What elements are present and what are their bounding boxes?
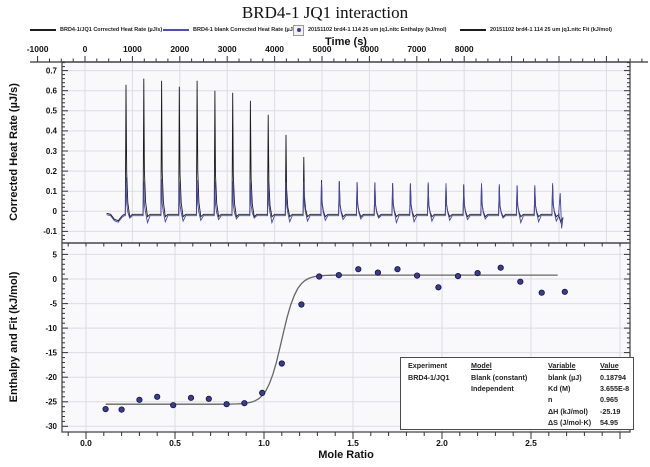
svg-text:5: 5	[53, 250, 58, 259]
black-line-swatch-icon	[460, 29, 486, 31]
svg-text:0.3: 0.3	[46, 147, 58, 156]
svg-text:2.5: 2.5	[525, 438, 537, 448]
chart-title: BRD4-1 JQ1 interaction	[241, 3, 409, 22]
svg-text:-5: -5	[50, 299, 58, 308]
svg-text:0.0: 0.0	[80, 438, 92, 448]
svg-text:0.4: 0.4	[46, 127, 58, 136]
table-cell: n	[548, 395, 553, 405]
dot-marker-swatch-icon	[293, 24, 304, 36]
svg-text:1000: 1000	[123, 44, 142, 54]
svg-text:-20: -20	[45, 373, 57, 382]
table-cell: ΔH (kJ/mol)	[548, 406, 588, 416]
blue-line-swatch-icon	[163, 29, 189, 31]
svg-text:0.6: 0.6	[46, 87, 58, 96]
legend-item-fit[interactable]: 20151102 brd4-1 114 25 um jq1.nitc Fit (…	[460, 25, 612, 35]
svg-text:0.5: 0.5	[169, 438, 181, 448]
svg-text:-1000: -1000	[27, 44, 49, 54]
svg-text:0.5: 0.5	[46, 107, 58, 116]
svg-text:0.7: 0.7	[46, 66, 58, 75]
table-header-experiment: Experiment	[408, 361, 448, 371]
legend-label: 20151102 brd4-1 114 25 um jq1.nitc Entha…	[308, 27, 447, 33]
svg-text:2.0: 2.0	[436, 438, 448, 448]
legend-item-sample-heat-rate[interactable]: BRD4-1/JQ1 Corrected Heat Rate (µJ/s)	[30, 25, 162, 35]
svg-text:7000: 7000	[407, 44, 426, 54]
svg-text:8000: 8000	[455, 44, 474, 54]
table-cell: blank (µJ)	[548, 372, 582, 382]
svg-text:-15: -15	[45, 348, 57, 357]
table-cell: 3.655E-8	[600, 383, 630, 393]
table-header-variable: Variable	[548, 361, 576, 371]
svg-text:5000: 5000	[313, 44, 332, 54]
table-cell: -25.19	[600, 406, 621, 416]
svg-text:3000: 3000	[218, 44, 237, 54]
legend-item-blank-heat-rate[interactable]: BRD4-1 blank Corrected Heat Rate (µJ/s)	[163, 25, 299, 35]
table-cell: 54.95	[600, 418, 618, 428]
legend-item-enthalpy[interactable]: 20151102 brd4-1 114 25 um jq1.nitc Entha…	[293, 24, 447, 36]
table-cell: 0.18794	[600, 372, 626, 382]
table-header-value: Value	[600, 361, 619, 371]
table-cell: BRD4-1/JQ1	[408, 372, 450, 382]
svg-text:1.0: 1.0	[258, 438, 270, 448]
mole-ratio-axis-title: Mole Ratio	[318, 449, 374, 461]
table-header-model: Model	[471, 361, 492, 371]
legend-label: BRD4-1/JQ1 Corrected Heat Rate (µJ/s)	[60, 27, 163, 33]
svg-text:0: 0	[53, 275, 58, 284]
svg-text:-30: -30	[45, 422, 57, 431]
svg-text:0.2: 0.2	[46, 167, 58, 176]
svg-text:-10: -10	[45, 324, 57, 333]
table-cell: Blank (constant)	[471, 372, 528, 382]
table-cell: 0.965	[600, 395, 618, 405]
svg-text:0: 0	[53, 207, 58, 216]
svg-text:2000: 2000	[170, 44, 189, 54]
svg-text:-25: -25	[45, 398, 57, 407]
svg-text:4000: 4000	[265, 44, 284, 54]
svg-text:6000: 6000	[360, 44, 379, 54]
svg-text:-0.1: -0.1	[43, 227, 57, 236]
table-cell: Independent	[471, 383, 514, 393]
time-axis-title: Time (s)	[325, 36, 367, 48]
black-line-swatch-icon	[30, 29, 56, 31]
svg-text:0: 0	[83, 44, 88, 54]
legend-label: 20151102 brd4-1 114 25 um jq1.nitc Fit (…	[490, 27, 612, 33]
legend-label: BRD4-1 blank Corrected Heat Rate (µJ/s)	[193, 27, 300, 33]
svg-text:1.5: 1.5	[347, 438, 359, 448]
table-cell: ΔS (J/mol·K)	[548, 418, 592, 428]
svg-text:0.1: 0.1	[46, 187, 58, 196]
fit-results-table: Experiment Model Variable Value BRD4-1/J…	[400, 357, 634, 430]
table-cell: Kd (M)	[548, 383, 571, 393]
